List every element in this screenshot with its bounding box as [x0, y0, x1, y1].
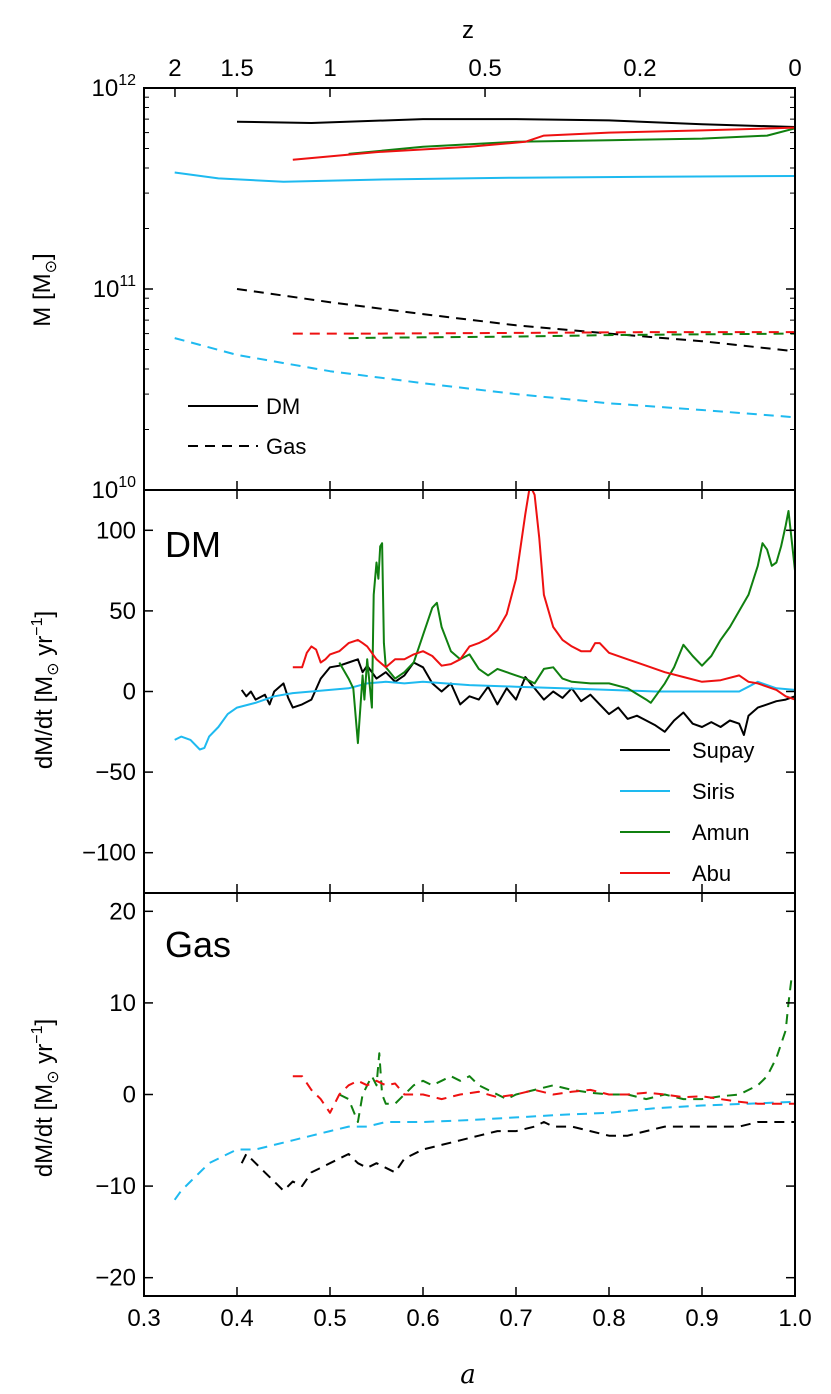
y-tick-label: −20: [95, 1265, 136, 1292]
x-tick-label: 0.5: [313, 1305, 346, 1332]
gas-rate-panel: −20 −10 0 10 20 0.3 0.4 0.5 0.6 0.7 0.8 0.9 1.0: [95, 892, 812, 1332]
dm-ylabel-main: dM/dt [M: [31, 676, 58, 769]
series-amun-dm: [348, 127, 795, 155]
gas-ylabel: dM/dt [M⊙ yr−1]: [29, 1019, 62, 1177]
dm-ylabel-mid: yr: [31, 636, 58, 663]
x-tick-label: 0.9: [685, 1305, 718, 1332]
x-tick-label: 0.7: [499, 1305, 532, 1332]
series-siris-dm: [174, 171, 795, 183]
legend-supay-label: Supay: [692, 738, 754, 763]
y-tick-label: 1012: [92, 72, 137, 102]
dm-ylabel-sub: ⊙: [45, 662, 62, 675]
gas-panel-tag: Gas: [165, 924, 231, 965]
x-tick-label: 0.4: [220, 1305, 253, 1332]
y-tick-label: 1010: [92, 474, 137, 504]
mass-panel: 1010 1011 1012 2 1.5 1 0.5 0.2 0: [92, 55, 802, 504]
series-abu-dm: [292, 126, 795, 161]
z-tick-label: 2: [168, 55, 181, 82]
series-siris-gas: [174, 337, 795, 419]
mass-ylabel-main: M [M: [29, 273, 56, 326]
z-tick-label: 0: [788, 55, 801, 82]
legend-amun-label: Amun: [692, 820, 749, 845]
series-abu-gas: [292, 331, 795, 335]
x-tick-label: 0.8: [592, 1305, 625, 1332]
mass-series-group: [174, 118, 795, 419]
dm-ylabel-end: ]: [31, 611, 58, 618]
gas-frame: [143, 892, 796, 1297]
top-axis-title: z: [462, 17, 474, 44]
y-tick-label: 10: [109, 990, 136, 1017]
gas-ylabel-end: ]: [31, 1019, 58, 1026]
y-tick-label: 50: [109, 598, 136, 625]
series-amun-gas: [348, 332, 795, 340]
series-abu-gas: [292, 1075, 795, 1114]
series-siris: [174, 680, 795, 751]
z-tick-label: 1: [323, 55, 336, 82]
series-amun: [338, 510, 795, 745]
y-tick-label: −100: [82, 840, 136, 867]
dm-ylabel: dM/dt [M⊙ yr−1]: [29, 611, 62, 769]
x-tick-label: 0.6: [406, 1305, 439, 1332]
bottom-axis-title: a: [460, 1360, 476, 1390]
mass-ylabel-sub: ⊙: [43, 260, 60, 273]
dm-ylabel-sup: −1: [29, 617, 46, 635]
gas-ylabel-sup: −1: [29, 1025, 46, 1043]
legend-siris-label: Siris: [692, 779, 735, 804]
y-tick-label: 1011: [93, 273, 136, 303]
y-tick-label: 0: [123, 1082, 136, 1109]
dm-series-group: [174, 490, 795, 751]
y-tick-label: 20: [109, 898, 136, 925]
x-tick-label: 1.0: [778, 1305, 811, 1332]
series-supay-gas: [240, 1121, 795, 1192]
y-tick-label: 100: [96, 517, 136, 544]
gas-ylabel-sub: ⊙: [45, 1070, 62, 1083]
y-tick-label: 0: [123, 679, 136, 706]
y-tick-label: −10: [95, 1173, 136, 1200]
series-siris-gas: [173, 1100, 795, 1201]
mass-ylabel-end: ]: [29, 253, 56, 260]
mass-legend: DM Gas: [188, 394, 306, 459]
legend-gas-label: Gas: [266, 434, 306, 459]
gas-ylabel-main: dM/dt [M: [31, 1084, 58, 1177]
gas-ylabel-mid: yr: [31, 1044, 58, 1071]
series-supay-gas: [236, 288, 795, 353]
x-tick-label: 0.3: [127, 1305, 160, 1332]
y-tick-label: −50: [95, 759, 136, 786]
dm-legend: Supay Siris Amun Abu: [620, 738, 754, 886]
dm-panel-tag: DM: [165, 524, 221, 565]
legend-dm-label: DM: [266, 394, 300, 419]
mass-ylabel: M [M⊙]: [29, 253, 60, 326]
z-tick-label: 0.5: [468, 55, 501, 82]
legend-abu-label: Abu: [692, 861, 731, 886]
z-tick-label: 0.2: [623, 55, 656, 82]
series-abu: [292, 490, 795, 701]
series-supay-dm: [236, 118, 795, 128]
series-amun-gas: [338, 979, 795, 1123]
gas-series-group: [173, 979, 795, 1201]
z-tick-label: 1.5: [220, 55, 253, 82]
series-supay: [240, 658, 795, 736]
